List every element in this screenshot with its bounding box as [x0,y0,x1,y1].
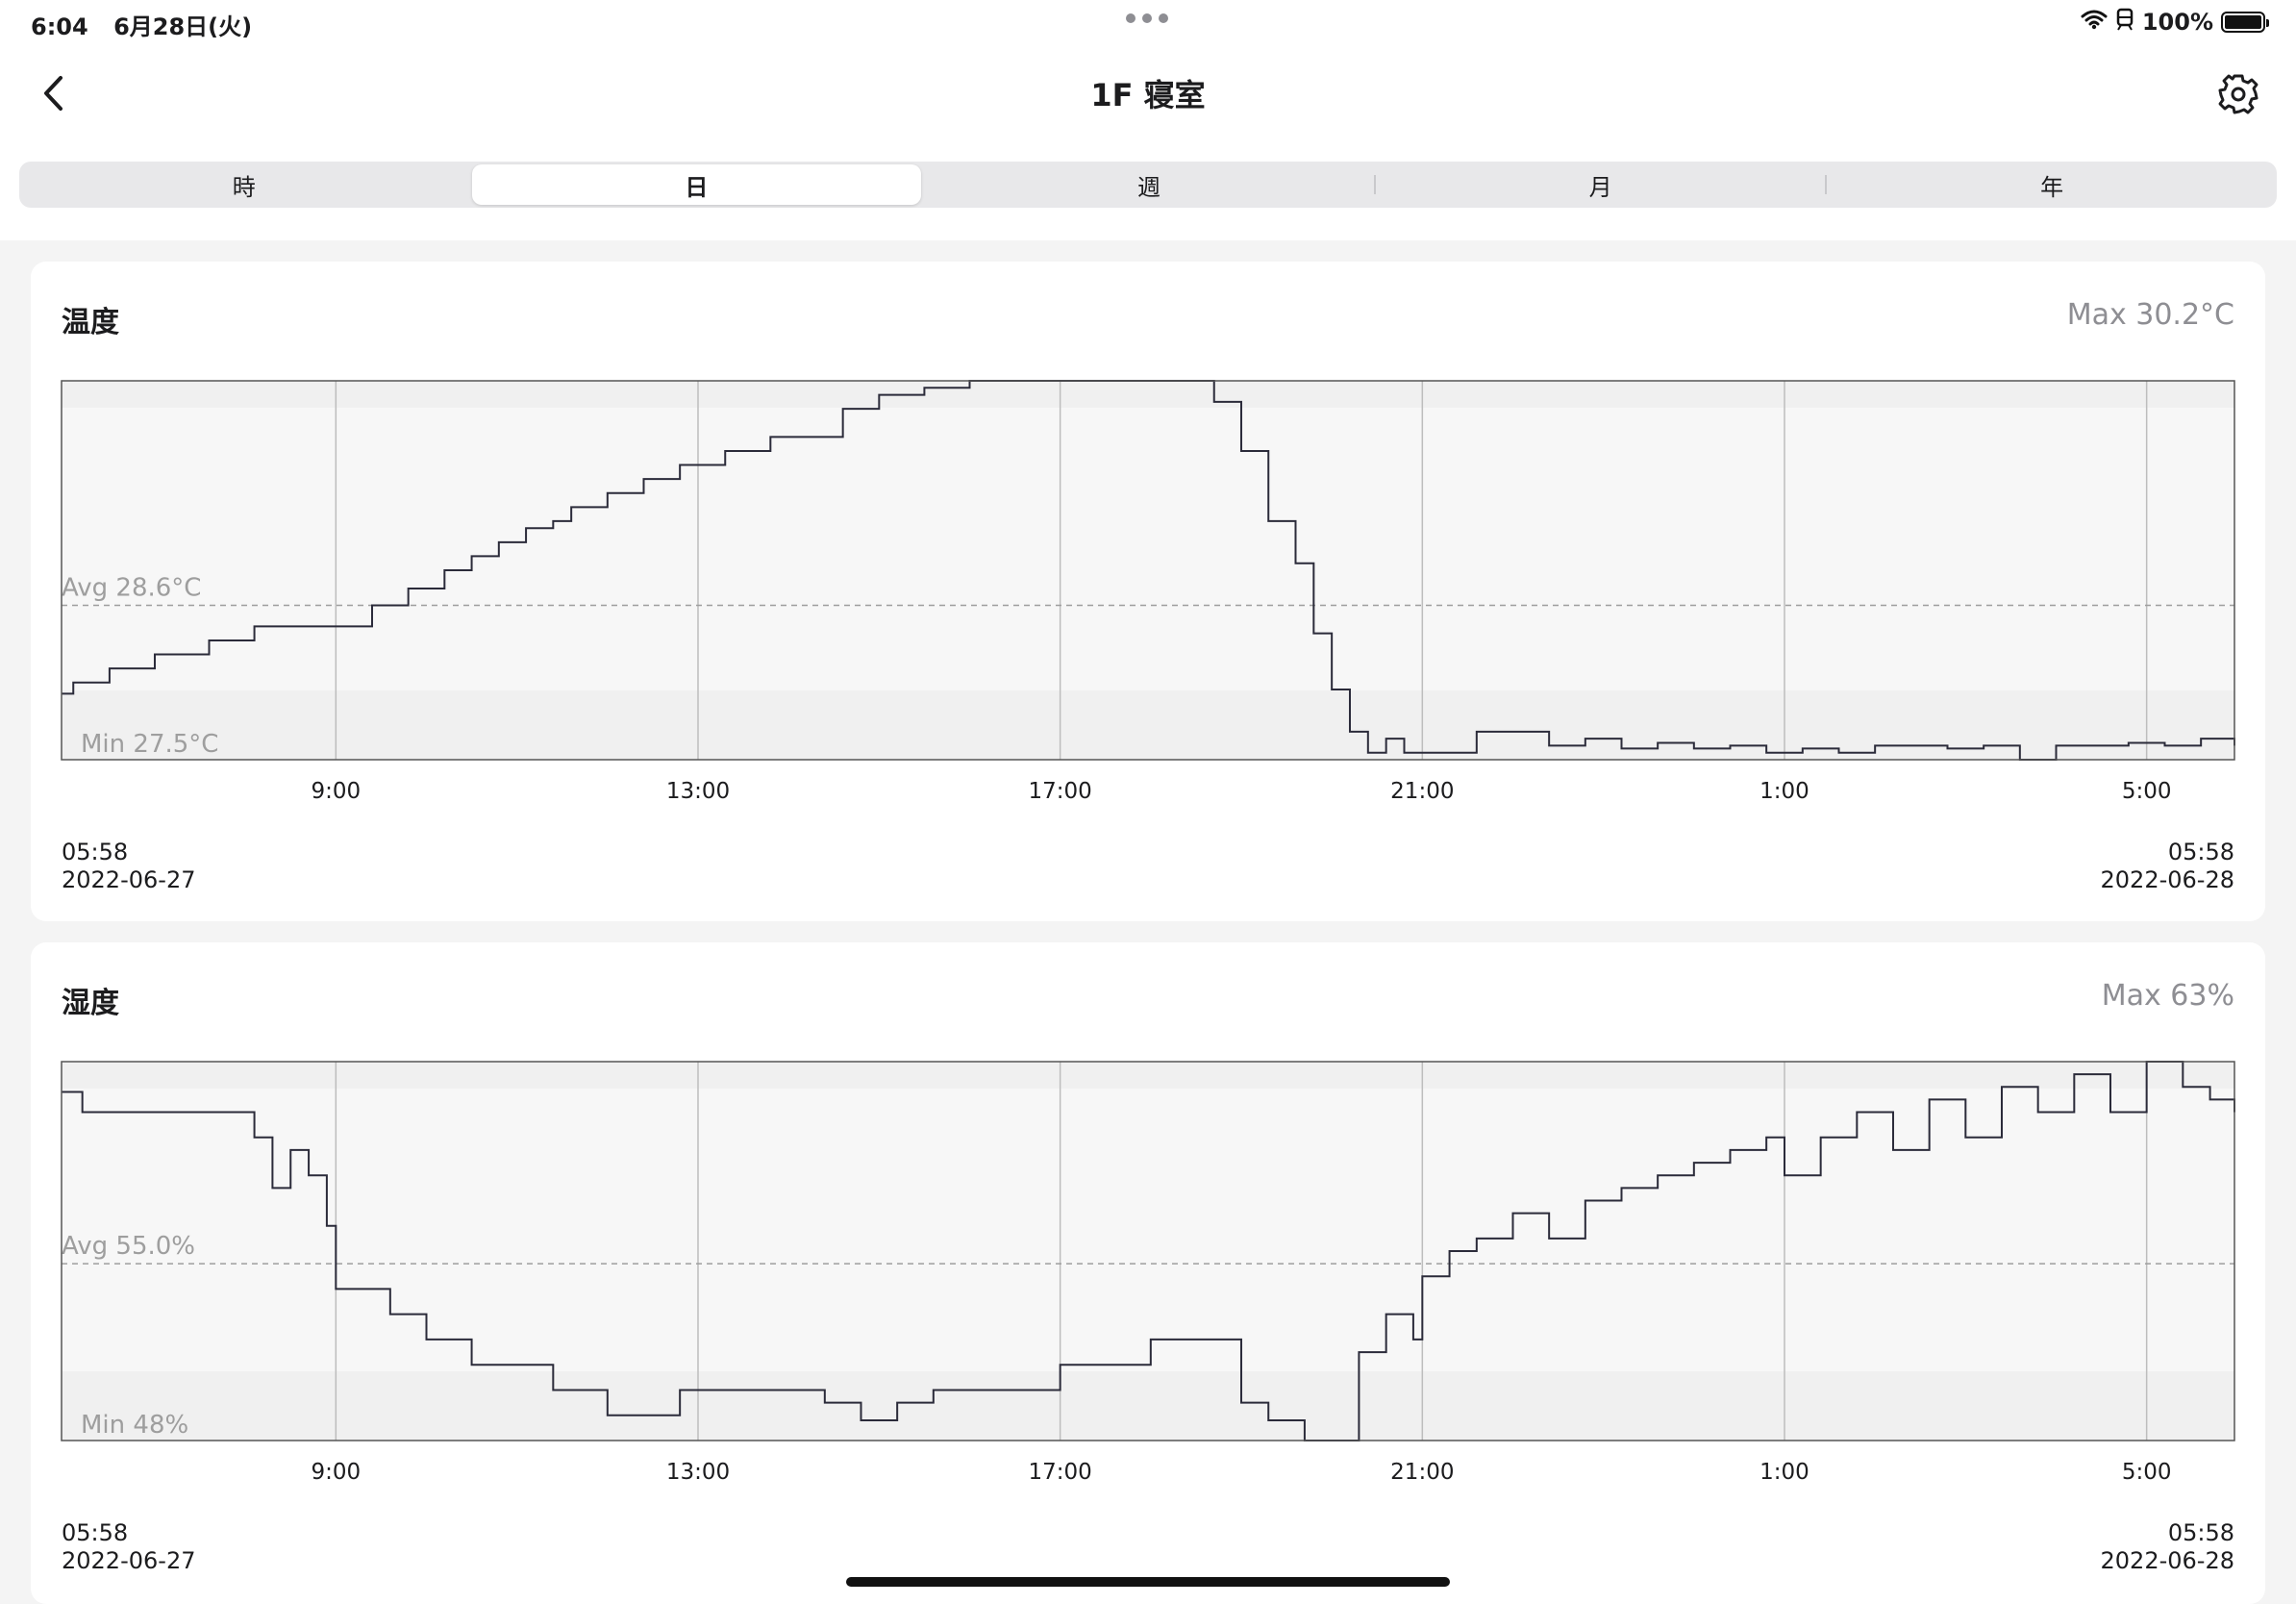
range-end-time: 05:58 [2167,1519,2234,1546]
range-start-time: 05:58 [62,839,129,865]
plot-frame [61,1061,2235,1441]
min-band [62,690,2234,760]
tab-hour-label: 時 [232,173,256,201]
settings-button[interactable] [2211,67,2265,121]
battery-level [2225,15,2261,29]
x-tick-label: 1:00 [1759,779,1809,804]
avg-label: Avg 28.6°C [62,573,201,602]
humidity-range-end: 05:58 2022-06-28 [2101,1519,2234,1575]
period-segmented-control: 時 日 週 月 年 [19,162,2277,208]
x-tick-label: 21:00 [1390,779,1454,804]
humidity-title: 湿度 [62,987,119,1020]
tab-week[interactable]: 週 [924,162,1374,208]
temperature-range-end: 05:58 2022-06-28 [2101,839,2234,894]
temperature-card: 9:00 13:00 17:00 21:00 1:00 5:00 Avg 28.6°C Min… [31,262,2265,921]
humidity-range-start: 05:58 2022-06-27 [62,1519,195,1575]
max-band [62,381,2234,408]
x-tick-label: 17:00 [1029,1460,1092,1485]
max-band [62,1062,2234,1089]
top-bar: 6:04 6月28日(火) 100% [0,0,2296,240]
tab-year[interactable]: 年 [1827,162,2277,208]
multitasking-dots-icon[interactable] [1125,10,1169,28]
tab-month-label: 月 [1588,173,1612,201]
tab-month[interactable]: 月 [1376,162,1826,208]
status-bar-right: 100% [2081,8,2269,37]
tab-hour[interactable]: 時 [19,162,469,208]
range-end-time: 05:58 [2167,839,2234,865]
tab-divider [1373,175,1376,194]
status-bar-time: 6:04 6月28日(火) [31,8,252,41]
wifi-icon [2081,9,2108,36]
tab-divider [1825,175,1828,194]
x-tick-label: 17:00 [1029,779,1092,804]
min-label: Min 48% [81,1411,188,1440]
x-tick-label: 1:00 [1759,1460,1809,1485]
battery-icon [2221,12,2269,33]
plot-frame [61,380,2235,761]
home-indicator[interactable] [846,1577,1450,1587]
back-button[interactable] [29,69,77,117]
range-start-time: 05:58 [62,1519,129,1546]
x-tick-label: 9:00 [311,779,361,804]
range-end-date: 2022-06-28 [2100,1547,2234,1574]
x-tick-label: 13:00 [666,1460,730,1485]
x-tick-label: 13:00 [666,779,730,804]
tab-year-label: 年 [2040,173,2064,201]
tab-week-label: 週 [1136,173,1160,201]
humidity-chart[interactable]: 9:00 13:00 17:00 21:00 1:00 5:00 Avg 55.0% Min … [31,942,2265,1604]
x-tick-label: 21:00 [1390,1460,1454,1485]
temperature-title: 温度 [62,306,119,339]
humidity-max-label: Max 63% [2101,979,2234,1013]
train-icon [2115,8,2134,37]
status-date-text: 6月28日(火) [113,13,253,40]
avg-label: Avg 55.0% [62,1232,195,1261]
page-title: 1F 寝室 [1090,77,1206,113]
range-start-date: 2022-06-27 [62,866,196,893]
range-start-date: 2022-06-27 [62,1547,196,1574]
x-tick-label: 5:00 [2122,779,2172,804]
min-band [62,1371,2234,1441]
status-time-text: 6:04 [31,13,88,40]
min-label: Min 27.5°C [81,730,218,759]
range-end-date: 2022-06-28 [2100,866,2234,893]
tab-day[interactable]: 日 [471,164,922,205]
chevron-left-icon [44,76,62,111]
series-line [62,380,2235,761]
x-tick-label: 9:00 [311,1460,361,1485]
temperature-chart[interactable]: 9:00 13:00 17:00 21:00 1:00 5:00 Avg 28.6°C Min… [31,262,2265,921]
gear-icon [2218,74,2259,114]
temperature-range-start: 05:58 2022-06-27 [62,839,195,894]
x-tick-label: 5:00 [2122,1460,2172,1485]
temperature-max-label: Max 30.2°C [2066,298,2234,332]
humidity-card: 9:00 13:00 17:00 21:00 1:00 5:00 Avg 55.0% Min … [31,942,2265,1604]
battery-percent: 100% [2141,9,2213,36]
tab-day-label: 日 [685,173,709,201]
